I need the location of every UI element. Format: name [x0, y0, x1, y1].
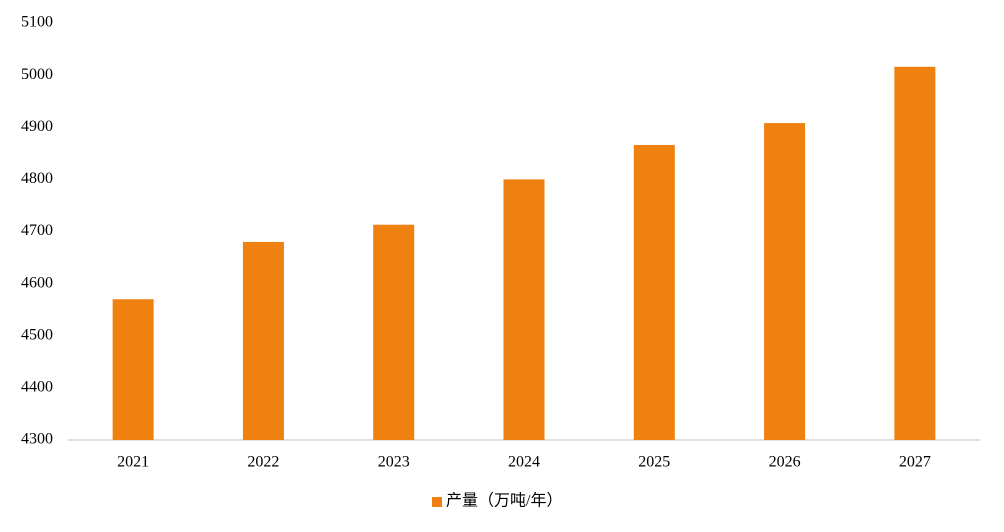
x-tick-label: 2026 [769, 454, 801, 471]
bar [894, 66, 936, 440]
bar [633, 144, 675, 440]
y-tick-label: 4600 [21, 274, 53, 291]
x-tick-label: 2027 [899, 454, 931, 471]
y-tick-label: 4700 [21, 222, 53, 239]
x-tick-label: 2023 [378, 454, 410, 471]
x-tick-label: 2025 [638, 454, 670, 471]
legend-marker [432, 497, 442, 507]
x-tick-label: 2022 [247, 454, 279, 471]
bar [373, 224, 415, 440]
bar [242, 241, 284, 440]
y-tick-label: 4500 [21, 326, 53, 343]
bar [112, 299, 154, 440]
y-tick-label: 4300 [21, 431, 53, 448]
y-tick-label: 4900 [21, 118, 53, 135]
y-tick-label: 4800 [21, 170, 53, 187]
legend-label: 产量（万吨/年） [446, 492, 562, 510]
x-tick-label: 2021 [117, 454, 149, 471]
x-tick-label: 2024 [508, 454, 540, 471]
y-tick-label: 5000 [21, 66, 53, 83]
y-tick-label: 5100 [21, 14, 53, 31]
y-tick-label: 4400 [21, 379, 53, 396]
bar [503, 179, 545, 440]
bar [764, 123, 806, 440]
